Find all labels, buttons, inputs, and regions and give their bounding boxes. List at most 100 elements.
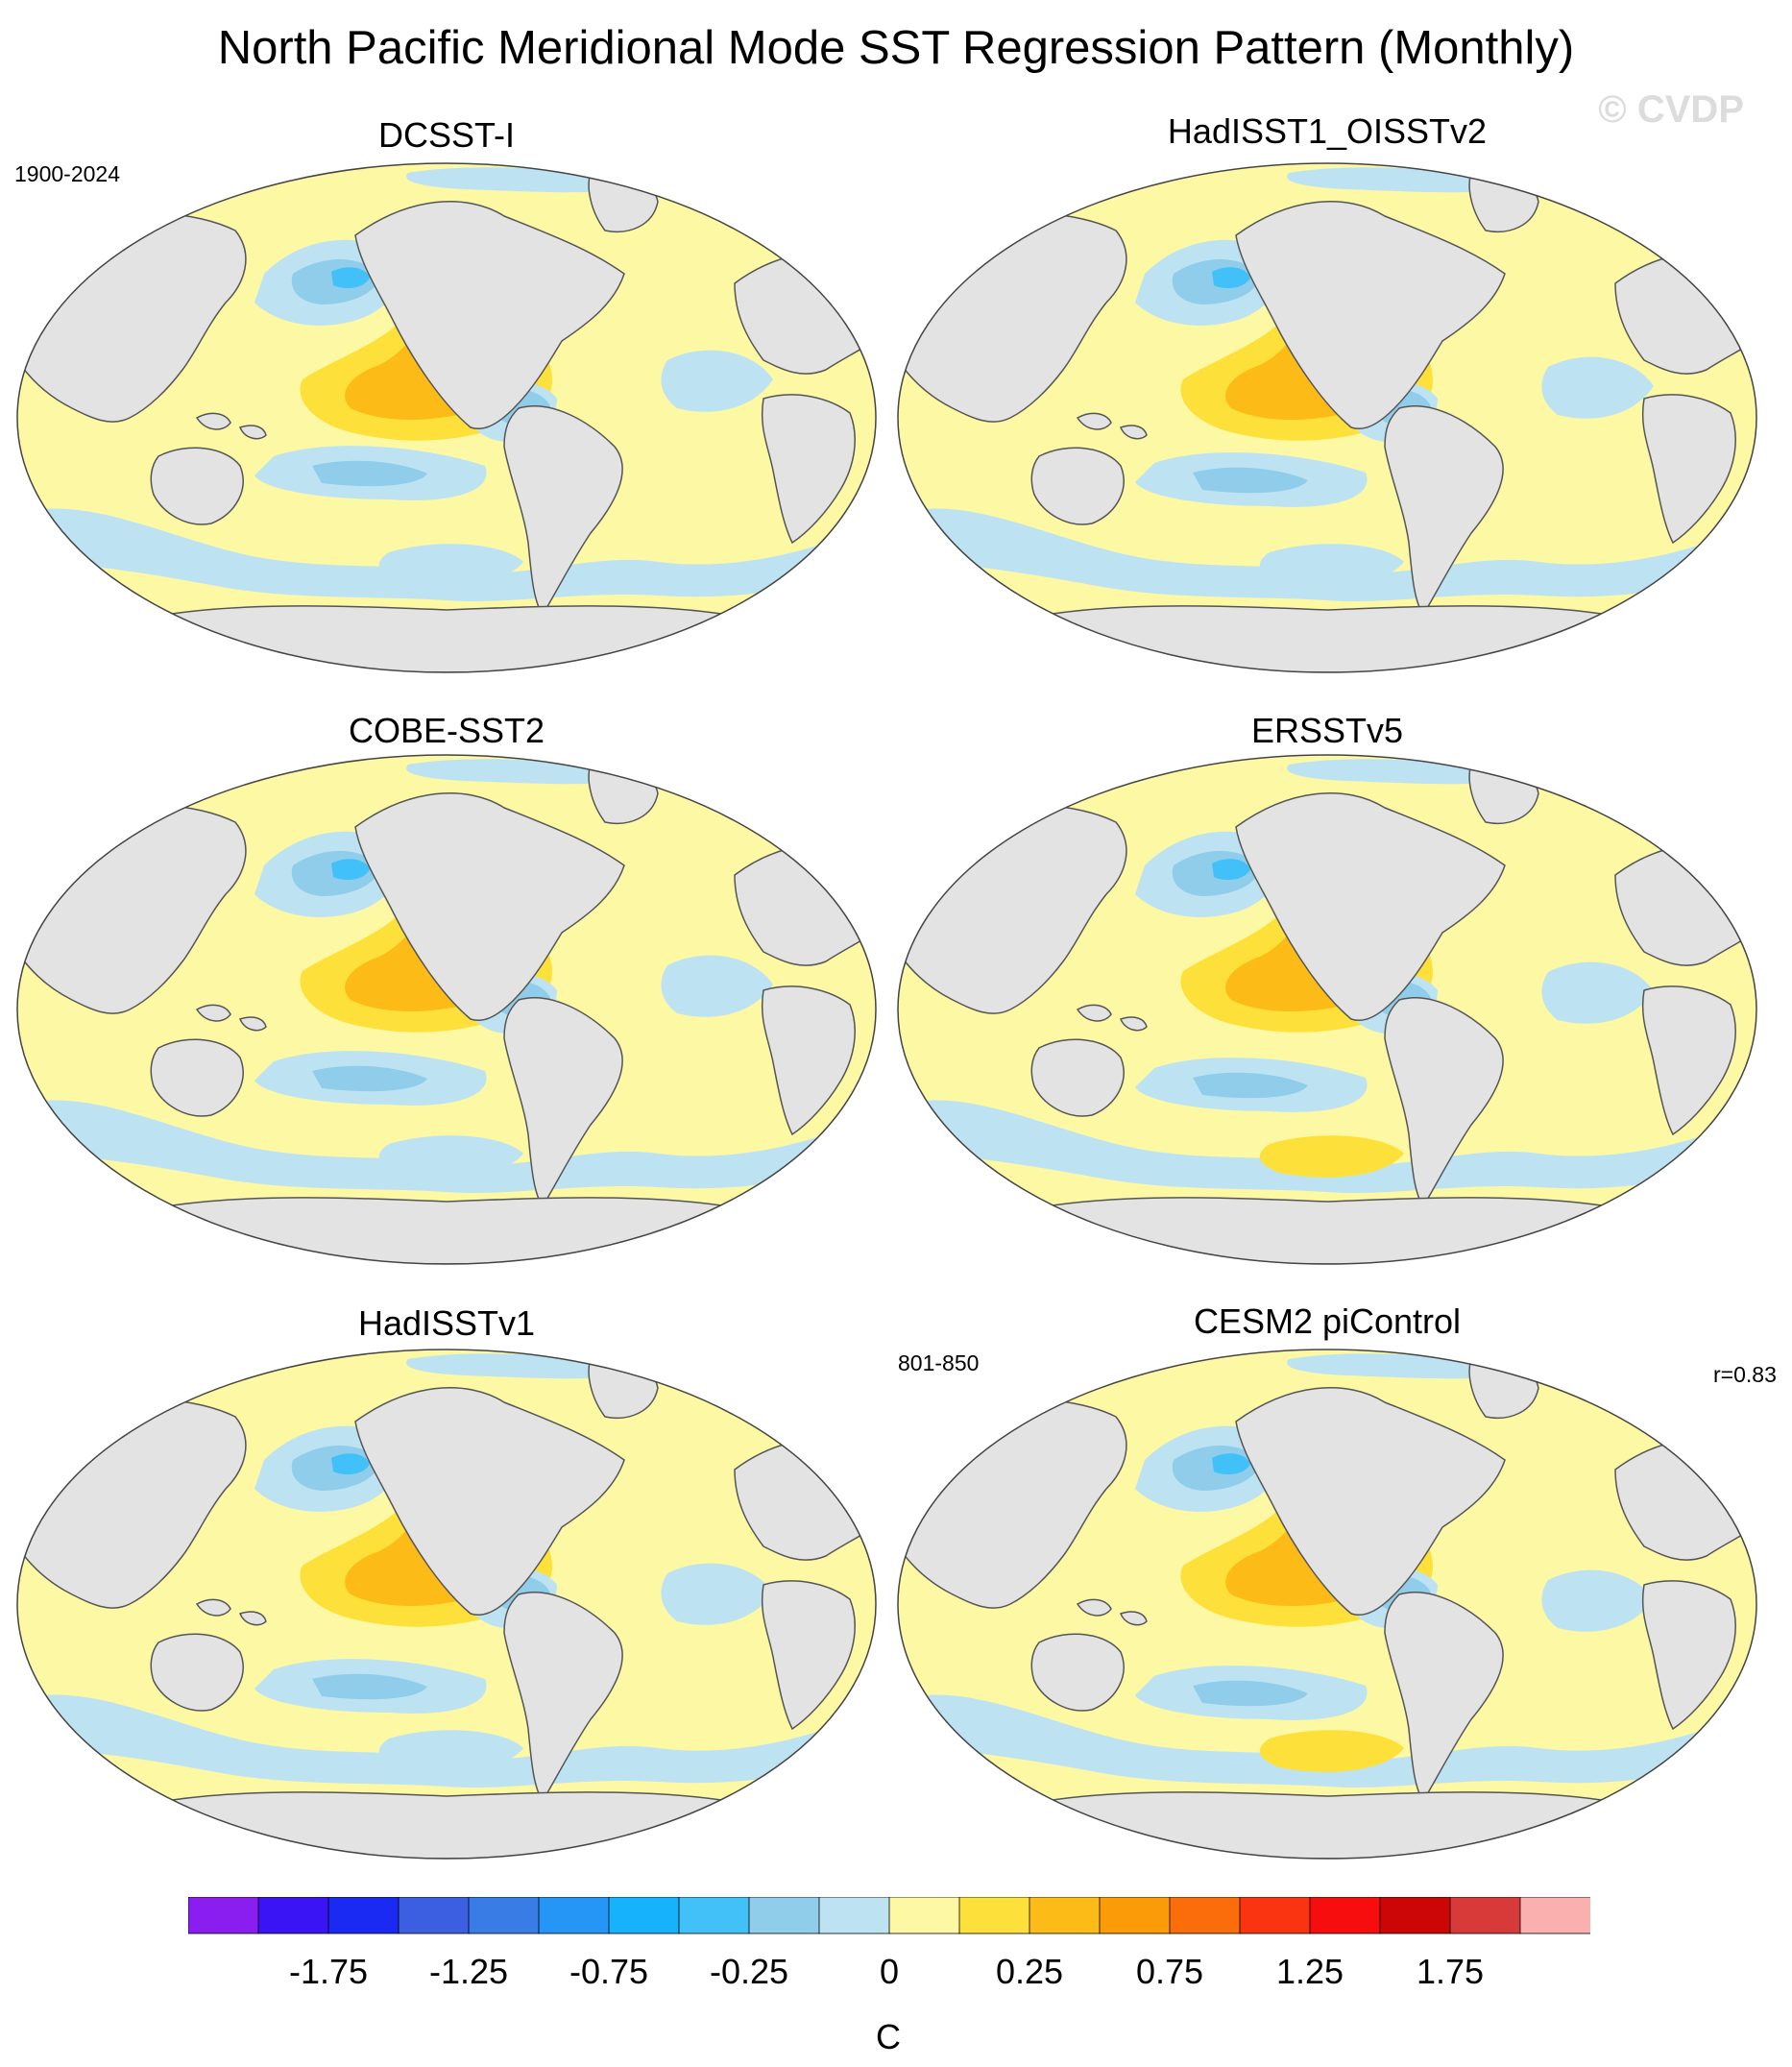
sst-anomaly-contour: [312, 1065, 427, 1092]
land-mass: [1076, 1004, 1112, 1022]
figure-title: North Pacific Meridional Mode SST Regres…: [217, 22, 1575, 74]
sst-anomaly-contour: [1193, 1072, 1308, 1099]
land-mass: [999, 1197, 1656, 1264]
land-mass: [150, 1633, 244, 1712]
colorbar-units: C: [876, 2017, 901, 2056]
colorbar-swatch: [1519, 1897, 1590, 1934]
sst-anomaly-contour: [1193, 1680, 1308, 1707]
sst-regression-map: [897, 162, 1757, 673]
land-mass: [1119, 1016, 1148, 1032]
land-mass: [195, 1004, 231, 1022]
land-mass: [1076, 1598, 1112, 1617]
colorbar-swatch: [188, 1897, 259, 1934]
sst-anomaly-contour: [1541, 356, 1654, 419]
sst-regression-map: [16, 162, 877, 673]
land-mass: [1235, 201, 1506, 429]
land-mass: [1119, 1611, 1148, 1626]
land-mass: [118, 605, 775, 672]
colorbar-swatch: [1099, 1897, 1171, 1934]
land-mass: [238, 425, 267, 440]
panel-title: HadISSTv1: [357, 1303, 536, 1343]
land-mass: [195, 412, 231, 430]
sst-anomaly-contour: [1541, 1569, 1654, 1632]
colorbar-tick-label: 1.25: [1275, 1952, 1344, 1991]
land-mass: [238, 1611, 267, 1626]
land-mass: [761, 394, 856, 545]
land-mass: [761, 1580, 856, 1731]
sst-anomaly-contour: [1212, 859, 1250, 881]
cvdp-watermark: © CVDP: [1598, 88, 1744, 131]
panel-title: ERSSTv5: [1250, 711, 1404, 750]
colorbar-swatch: [1309, 1897, 1381, 1934]
sst-anomaly-contour: [898, 1694, 1756, 1788]
land-mass: [1030, 1038, 1125, 1117]
sst-anomaly-contour: [1193, 467, 1308, 494]
land-mass: [999, 605, 1656, 672]
land-mass: [999, 1791, 1656, 1859]
land-mass: [238, 1016, 267, 1032]
sst-anomaly-contour: [17, 508, 876, 602]
panel-correlation-label: r=0.83: [1713, 1362, 1777, 1387]
colorbar-tick-label: -0.25: [709, 1952, 789, 1991]
colorbar-swatch: [538, 1897, 610, 1934]
colorbar-tick-label: 0.75: [1135, 1952, 1204, 1991]
panel-period-label: 801-850: [898, 1350, 980, 1375]
colorbar-swatch: [678, 1897, 750, 1934]
land-mass: [1641, 394, 1736, 545]
land-mass: [150, 1038, 244, 1117]
land-mass: [761, 985, 856, 1136]
colorbar-tick-label: 1.75: [1416, 1952, 1485, 1991]
colorbar-tick-label: -1.25: [428, 1952, 509, 1991]
sst-anomaly-contour: [312, 1673, 427, 1700]
panel-title: HadISST1_OISSTv2: [1167, 111, 1488, 151]
land-mass: [1030, 1633, 1125, 1712]
colorbar-swatch: [1029, 1897, 1101, 1934]
sst-anomaly-contour: [331, 859, 370, 881]
sst-anomaly-contour: [331, 267, 370, 289]
sst-regression-map: [16, 754, 877, 1265]
land-mass: [1119, 425, 1148, 440]
land-mass: [1235, 792, 1506, 1021]
colorbar-swatch: [468, 1897, 540, 1934]
sst-regression-map: [16, 1349, 877, 1860]
land-mass: [1641, 985, 1736, 1136]
colorbar-swatch: [608, 1897, 680, 1934]
sst-anomaly-contour: [17, 1100, 876, 1194]
panel-title: COBE-SST2: [348, 711, 545, 750]
colorbar-tick-label: 0: [879, 1952, 900, 1991]
sst-anomaly-contour: [378, 1730, 523, 1772]
sst-anomaly-contour: [898, 508, 1756, 602]
colorbar-tick-label: 0.25: [995, 1952, 1064, 1991]
land-mass: [118, 1791, 775, 1859]
sst-anomaly-contour: [312, 460, 427, 487]
sst-anomaly-contour: [378, 1135, 523, 1178]
colorbar-swatch: [327, 1897, 400, 1934]
land-mass: [354, 1387, 625, 1616]
sst-anomaly-contour: [898, 1100, 1756, 1194]
colorbar-swatch: [257, 1897, 329, 1934]
colorbar-swatch: [1379, 1897, 1451, 1934]
colorbar-swatch: [888, 1897, 960, 1934]
sst-anomaly-contour: [661, 955, 773, 1017]
land-mass: [354, 201, 625, 429]
land-mass: [1076, 412, 1112, 430]
sst-anomaly-contour: [1212, 1453, 1250, 1475]
land-mass: [354, 792, 625, 1021]
sst-anomaly-contour: [17, 1694, 876, 1788]
sst-anomaly-contour: [1259, 1135, 1404, 1178]
sst-anomaly-contour: [661, 350, 773, 412]
colorbar-tick-label: -1.75: [288, 1952, 369, 1991]
land-mass: [150, 447, 244, 525]
colorbar-swatch: [398, 1897, 470, 1934]
sst-anomaly-contour: [661, 1563, 773, 1625]
sst-anomaly-contour: [378, 544, 523, 586]
sst-anomaly-contour: [331, 1453, 370, 1475]
sst-anomaly-contour: [1541, 961, 1654, 1024]
land-mass: [1235, 1387, 1506, 1616]
panel-period-label: 1900-2024: [14, 161, 120, 186]
sst-regression-map: [897, 754, 1757, 1265]
sst-anomaly-contour: [1212, 267, 1250, 289]
colorbar-swatch: [1169, 1897, 1241, 1934]
panel-title: CESM2 piControl: [1193, 1301, 1462, 1341]
colorbar-swatch: [958, 1897, 1030, 1934]
